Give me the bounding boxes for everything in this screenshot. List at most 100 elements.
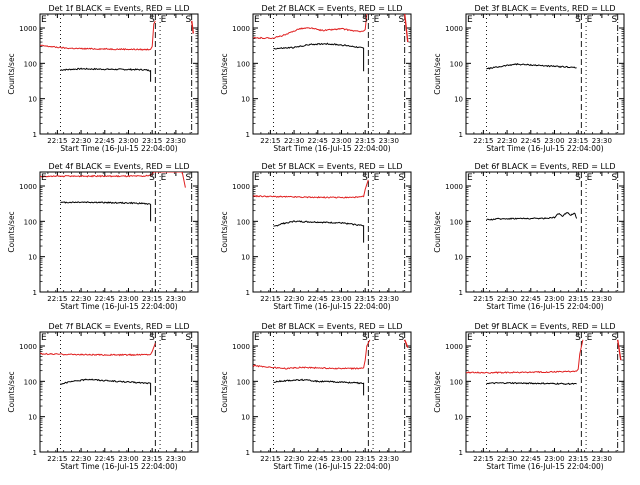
plot-frame <box>465 171 625 293</box>
x-tick-label: 23:30 <box>166 455 186 463</box>
data-layer <box>486 14 619 134</box>
plot-frame <box>39 331 199 453</box>
event-marker-label: E <box>587 15 593 25</box>
lld-series-line <box>253 179 369 199</box>
y-tick-label: 10 <box>454 96 463 104</box>
y-tick-label: 1000 <box>232 343 250 351</box>
data-layer <box>40 14 194 134</box>
x-tick-label: 22:45 <box>95 455 115 463</box>
y-tick-label: 100 <box>237 218 250 226</box>
y-tick-label: 100 <box>450 218 463 226</box>
event-marker-label: E <box>41 15 47 25</box>
y-tick-label: 100 <box>24 218 37 226</box>
x-tick-label: 23:00 <box>118 455 138 463</box>
event-marker-label: E <box>374 15 380 25</box>
event-marker-label: E <box>374 333 380 343</box>
x-tick-label: 23:15 <box>568 295 588 303</box>
data-layer <box>40 172 193 292</box>
y-tick-label: 1000 <box>232 25 250 33</box>
event-marker-label: S <box>398 15 404 25</box>
x-tick-label: 23:00 <box>544 455 564 463</box>
x-tick-label: 23:15 <box>142 137 162 145</box>
x-axis-label: Start Time (16-Jul-15 22:04:00) <box>273 144 390 153</box>
y-tick-label: 100 <box>24 60 37 68</box>
event-marker-label: E <box>467 15 473 25</box>
x-tick-label: 22:30 <box>284 455 304 463</box>
event-marker-label: S <box>398 333 404 343</box>
x-tick-label: 22:15 <box>260 295 280 303</box>
y-axis-label: Counts/sec <box>7 211 16 252</box>
y-tick-label: 1 <box>459 449 463 457</box>
events-series-line <box>273 378 365 396</box>
data-layer <box>486 172 619 292</box>
event-marker-label: S <box>362 333 368 343</box>
y-tick-label: 10 <box>241 414 250 422</box>
x-tick-label: 23:00 <box>544 295 564 303</box>
chart-title: Det 6f BLACK = Events, RED = LLD <box>474 162 615 171</box>
events-series-line <box>60 201 152 222</box>
chart-title: Det 8f BLACK = Events, RED = LLD <box>261 322 402 331</box>
x-tick-label: 23:00 <box>331 455 351 463</box>
x-tick-label: 22:15 <box>473 137 493 145</box>
x-axis-label: Start Time (16-Jul-15 22:04:00) <box>486 462 603 471</box>
chart-title: Det 2f BLACK = Events, RED = LLD <box>261 4 402 13</box>
y-axis-label: Counts/sec <box>433 371 442 412</box>
x-tick-label: 22:15 <box>47 455 67 463</box>
x-tick-label: 22:30 <box>71 137 91 145</box>
chart-title: Det 5f BLACK = Events, RED = LLD <box>261 162 402 171</box>
y-tick-label: 1 <box>246 289 250 297</box>
chart-title: Det 7f BLACK = Events, RED = LLD <box>48 322 189 331</box>
lld-series-tail <box>404 339 409 348</box>
event-marker-label: E <box>161 15 167 25</box>
x-tick-label: 23:15 <box>568 455 588 463</box>
x-axis-label: Start Time (16-Jul-15 22:04:00) <box>486 144 603 153</box>
event-marker-label: S <box>185 173 191 183</box>
x-tick-label: 22:30 <box>284 137 304 145</box>
plot-frame <box>39 171 199 293</box>
x-axis-label: Start Time (16-Jul-15 22:04:00) <box>60 302 177 311</box>
data-layer <box>40 332 193 452</box>
y-tick-label: 1000 <box>19 183 37 191</box>
y-axis-label: Counts/sec <box>220 211 229 252</box>
event-marker-label: E <box>587 333 593 343</box>
y-tick-label: 10 <box>28 254 37 262</box>
x-tick-label: 23:00 <box>118 295 138 303</box>
x-axis-label: Start Time (16-Jul-15 22:04:00) <box>273 302 390 311</box>
y-tick-label: 10 <box>28 96 37 104</box>
x-tick-label: 22:15 <box>473 295 493 303</box>
plot-frame <box>465 13 625 135</box>
y-tick-label: 10 <box>454 414 463 422</box>
plot-frame <box>252 13 412 135</box>
y-axis-label: Counts/sec <box>7 371 16 412</box>
chart-title: Det 1f BLACK = Events, RED = LLD <box>48 4 189 13</box>
event-marker-label: S <box>149 173 155 183</box>
event-marker-label: S <box>149 15 155 25</box>
x-tick-label: 22:30 <box>71 295 91 303</box>
x-tick-label: 22:45 <box>308 137 328 145</box>
x-tick-label: 22:15 <box>47 137 67 145</box>
chart-panel-1: Det 1f BLACK = Events, RED = LLD 1 10 100 10… <box>7 4 199 153</box>
event-marker-label: S <box>611 173 617 183</box>
event-marker-label: E <box>41 173 47 183</box>
lld-series-line <box>40 20 156 51</box>
x-tick-label: 23:15 <box>142 295 162 303</box>
event-marker-label: E <box>587 173 593 183</box>
x-tick-label: 23:00 <box>331 137 351 145</box>
x-tick-label: 22:30 <box>497 137 517 145</box>
event-marker-label: E <box>467 173 473 183</box>
event-marker-label: E <box>254 333 260 343</box>
y-tick-label: 1000 <box>445 183 463 191</box>
x-tick-label: 23:30 <box>379 455 399 463</box>
events-series-line <box>273 220 365 243</box>
plot-frame <box>39 13 199 135</box>
chart-panel-9: Det 9f BLACK = Events, RED = LLD 1 10 100 10… <box>433 322 625 471</box>
chart-panel-4: Det 4f BLACK = Events, RED = LLD 1 10 100 10… <box>7 162 199 311</box>
event-marker-label: S <box>575 15 581 25</box>
event-marker-label: S <box>149 333 155 343</box>
y-tick-label: 1000 <box>19 25 37 33</box>
data-layer <box>253 14 409 134</box>
x-tick-label: 23:30 <box>592 295 612 303</box>
event-marker-label: S <box>185 15 191 25</box>
